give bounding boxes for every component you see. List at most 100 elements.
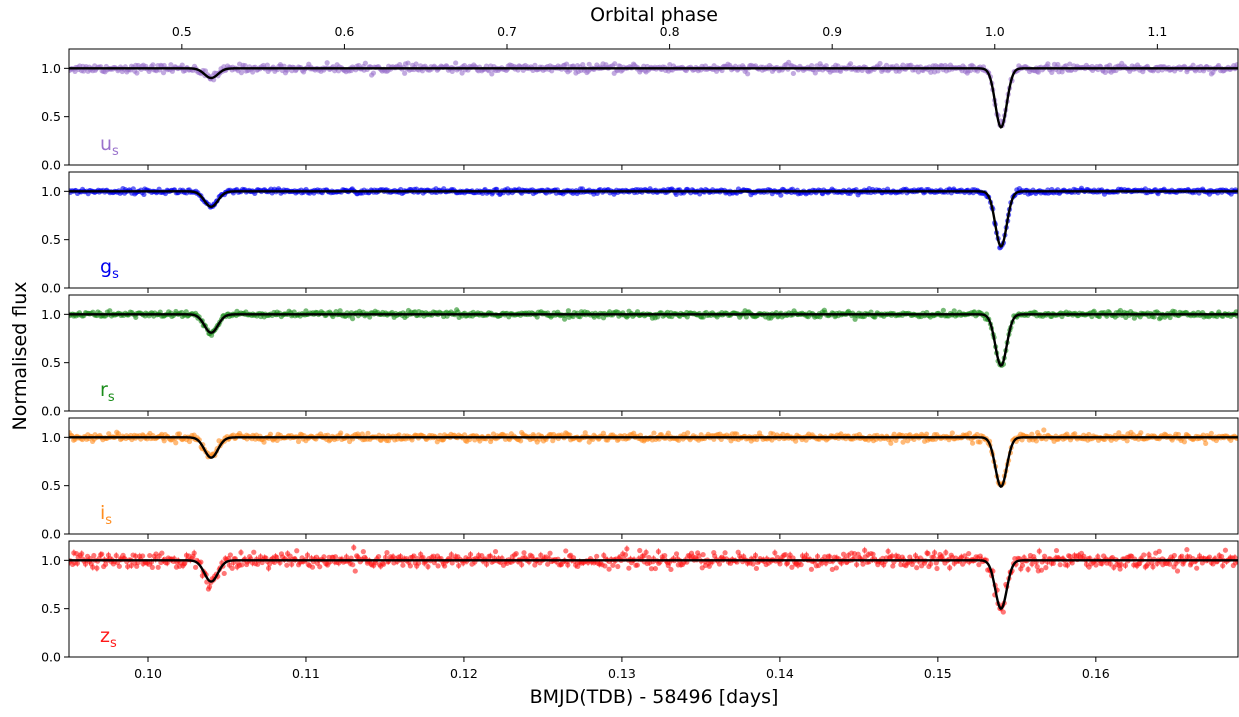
data-point xyxy=(1124,438,1130,444)
data-point xyxy=(1179,553,1185,559)
data-point xyxy=(1181,439,1188,445)
data-point xyxy=(295,438,302,445)
data-point xyxy=(489,71,495,77)
band-label: us xyxy=(100,133,119,159)
data-point xyxy=(349,316,356,322)
data-point xyxy=(1118,561,1124,568)
data-point xyxy=(778,192,784,198)
data-point xyxy=(1093,562,1099,568)
data-point xyxy=(251,549,257,555)
data-point xyxy=(304,552,311,558)
data-point xyxy=(513,551,519,557)
data-point xyxy=(809,62,815,69)
data-point xyxy=(147,552,153,559)
data-point xyxy=(648,566,655,572)
data-point xyxy=(160,70,167,76)
data-point xyxy=(159,550,165,556)
panel-g: 0.00.51.0gs xyxy=(41,171,1239,296)
panel-data xyxy=(69,185,1238,251)
data-point xyxy=(164,560,170,566)
data-point xyxy=(789,564,795,570)
data-point xyxy=(662,552,668,559)
data-point xyxy=(1138,430,1144,436)
data-point xyxy=(931,554,937,560)
data-point xyxy=(289,561,295,567)
data-point xyxy=(582,430,588,436)
data-point xyxy=(150,62,156,68)
panel-data xyxy=(69,544,1238,615)
data-point xyxy=(883,62,890,68)
data-point xyxy=(1107,561,1113,567)
data-point xyxy=(332,554,339,560)
data-point xyxy=(777,561,783,567)
data-point xyxy=(134,70,140,76)
data-point xyxy=(784,560,791,566)
data-point xyxy=(239,562,245,568)
data-point xyxy=(1150,564,1156,570)
data-point xyxy=(91,552,97,559)
panel-frame xyxy=(68,294,1239,412)
y-tick-label: 0.5 xyxy=(41,232,61,247)
data-point xyxy=(538,552,544,558)
data-point xyxy=(1208,430,1214,436)
data-point xyxy=(563,548,569,554)
data-point xyxy=(1000,609,1006,615)
panel-data xyxy=(69,307,1238,368)
model-curve xyxy=(69,190,1238,248)
data-point xyxy=(734,431,740,437)
y-axis-title: Normalised flux xyxy=(9,282,31,431)
data-point xyxy=(877,60,883,67)
phase-tick-label: 1.0 xyxy=(985,24,1005,39)
data-point xyxy=(545,561,551,567)
data-point xyxy=(563,61,570,67)
data-point xyxy=(1234,62,1238,68)
data-point xyxy=(370,70,377,76)
data-point xyxy=(1036,548,1042,554)
data-point xyxy=(1167,561,1173,567)
data-point xyxy=(947,565,953,571)
data-point xyxy=(827,554,833,560)
data-point xyxy=(176,431,183,437)
data-point xyxy=(141,191,147,197)
data-point xyxy=(643,549,649,555)
x-tick-label: 0.14 xyxy=(766,666,794,681)
data-point xyxy=(565,308,572,314)
data-point xyxy=(808,566,815,572)
data-point xyxy=(267,431,274,437)
data-point xyxy=(367,314,373,320)
data-point xyxy=(407,563,413,569)
y-tick-label: 0.5 xyxy=(41,478,61,493)
data-point xyxy=(130,186,136,192)
data-point xyxy=(1038,567,1045,573)
data-point xyxy=(74,560,80,566)
data-point xyxy=(400,562,406,568)
panel-i: 0.00.51.0is xyxy=(41,417,1239,542)
data-point xyxy=(411,553,417,559)
data-point xyxy=(1107,62,1113,68)
data-point xyxy=(1116,430,1122,436)
panel-data xyxy=(69,427,1238,488)
data-point xyxy=(467,551,474,558)
data-point xyxy=(173,440,179,446)
data-point xyxy=(814,553,821,560)
data-point xyxy=(624,546,630,552)
data-point xyxy=(673,551,680,557)
x-tick-label: 0.12 xyxy=(450,666,478,681)
data-point xyxy=(974,431,980,438)
data-point xyxy=(966,430,973,436)
data-point xyxy=(890,563,896,569)
data-point xyxy=(1041,427,1047,433)
data-point xyxy=(1122,562,1129,569)
data-point xyxy=(519,562,525,568)
data-point xyxy=(889,553,895,559)
y-tick-label: 0.0 xyxy=(41,650,61,665)
data-point xyxy=(655,548,662,555)
phase-tick-label: 1.1 xyxy=(1147,24,1167,39)
data-point xyxy=(405,60,411,66)
data-point xyxy=(192,564,199,570)
data-point xyxy=(966,550,972,557)
data-point xyxy=(745,71,751,77)
data-point xyxy=(456,562,462,569)
data-point xyxy=(1019,562,1026,568)
data-point xyxy=(716,561,723,567)
